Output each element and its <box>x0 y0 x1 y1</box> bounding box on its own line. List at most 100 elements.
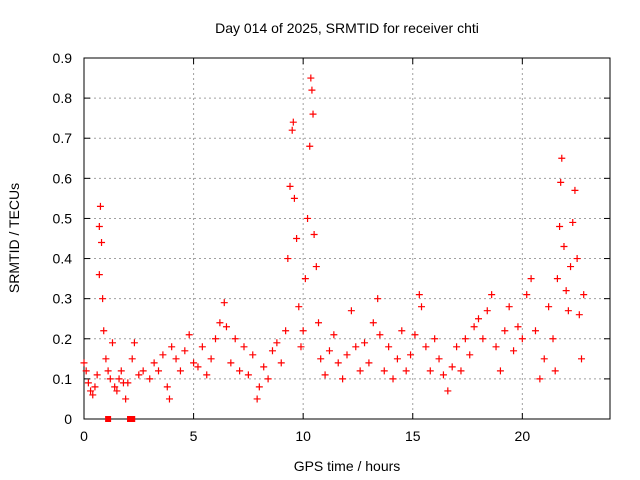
gap-marker <box>105 416 112 422</box>
data-point <box>108 339 116 347</box>
data-point <box>84 379 92 387</box>
data-point <box>115 375 123 383</box>
data-point <box>571 186 579 194</box>
axis-ticks <box>83 57 610 420</box>
data-point <box>457 367 465 375</box>
data-point <box>98 239 106 247</box>
data-point <box>284 255 292 263</box>
data-point <box>249 351 257 359</box>
data-point <box>411 331 419 339</box>
data-point <box>310 230 318 238</box>
y-tick-label: 0.3 <box>53 291 73 307</box>
data-point <box>139 367 147 375</box>
data-point <box>564 307 572 315</box>
data-point <box>111 383 119 391</box>
data-point <box>260 363 268 371</box>
data-point <box>553 275 561 283</box>
data-point <box>505 303 513 311</box>
data-point <box>113 387 121 395</box>
data-point <box>253 395 261 403</box>
y-tick-labels: 0 0.1 0.2 0.3 0.4 0.5 0.6 0.7 0.8 0.9 <box>53 50 73 427</box>
data-point <box>580 291 588 299</box>
data-point <box>203 371 211 379</box>
data-point <box>422 343 430 351</box>
data-point <box>130 339 138 347</box>
data-point <box>91 383 99 391</box>
data-point <box>240 343 248 351</box>
data-point <box>135 371 143 379</box>
data-point <box>216 319 224 327</box>
data-point <box>185 331 193 339</box>
x-tick-labels: 0 5 10 15 20 <box>80 428 530 444</box>
data-point <box>407 351 415 359</box>
data-point <box>435 355 443 363</box>
data-point <box>426 367 434 375</box>
y-tick-label: 0.6 <box>53 170 73 186</box>
data-point <box>264 375 272 383</box>
data-point <box>488 291 496 299</box>
data-point <box>352 343 360 351</box>
data-point <box>339 375 347 383</box>
data-point <box>227 359 235 367</box>
data-point <box>289 118 297 126</box>
data-point <box>150 359 158 367</box>
data-point <box>385 343 393 351</box>
y-tick-label: 0.8 <box>53 90 73 106</box>
data-point <box>402 367 410 375</box>
data-point <box>268 347 276 355</box>
data-point <box>307 74 315 82</box>
data-point <box>117 367 125 375</box>
data-point <box>578 355 586 363</box>
x-tick-label: 10 <box>295 428 311 444</box>
data-point <box>128 355 136 363</box>
data-point <box>545 303 553 311</box>
data-point <box>321 371 329 379</box>
plot-frame <box>83 57 611 420</box>
data-point <box>80 359 88 367</box>
data-point <box>558 154 566 162</box>
data-point <box>312 263 320 271</box>
data-point <box>95 222 103 230</box>
data-point <box>301 275 309 283</box>
data-point <box>168 343 176 351</box>
data-point <box>277 359 285 367</box>
data-point <box>492 343 500 351</box>
data-point <box>369 319 377 327</box>
data-point <box>334 359 342 367</box>
data-point <box>475 315 482 323</box>
data-point <box>102 355 110 363</box>
data-point <box>496 367 504 375</box>
data-point <box>99 295 107 303</box>
data-point <box>317 355 325 363</box>
data-point <box>190 359 198 367</box>
data-point <box>556 222 564 230</box>
grid-lines <box>84 58 610 419</box>
data-points <box>80 74 588 422</box>
data-point <box>374 295 382 303</box>
x-tick-label: 5 <box>190 428 198 444</box>
data-point <box>330 331 338 339</box>
data-point <box>483 307 491 315</box>
data-point <box>295 303 303 311</box>
y-tick-label: 0.1 <box>53 371 73 387</box>
data-point <box>100 327 108 335</box>
data-point <box>231 335 239 343</box>
data-point <box>569 218 577 226</box>
data-point <box>365 359 373 367</box>
data-point <box>163 383 171 391</box>
data-point <box>222 323 230 331</box>
data-point <box>514 323 522 331</box>
data-point <box>376 331 384 339</box>
data-point <box>290 194 298 202</box>
data-point <box>523 291 531 299</box>
data-point <box>551 367 559 375</box>
data-point <box>288 126 296 134</box>
data-point <box>439 371 447 379</box>
y-tick-label: 0.2 <box>53 331 73 347</box>
data-point <box>244 371 252 379</box>
x-axis-label: GPS time / hours <box>294 458 401 474</box>
data-point <box>444 387 452 395</box>
data-point <box>207 355 215 363</box>
data-point <box>575 311 583 319</box>
data-point <box>567 263 575 271</box>
